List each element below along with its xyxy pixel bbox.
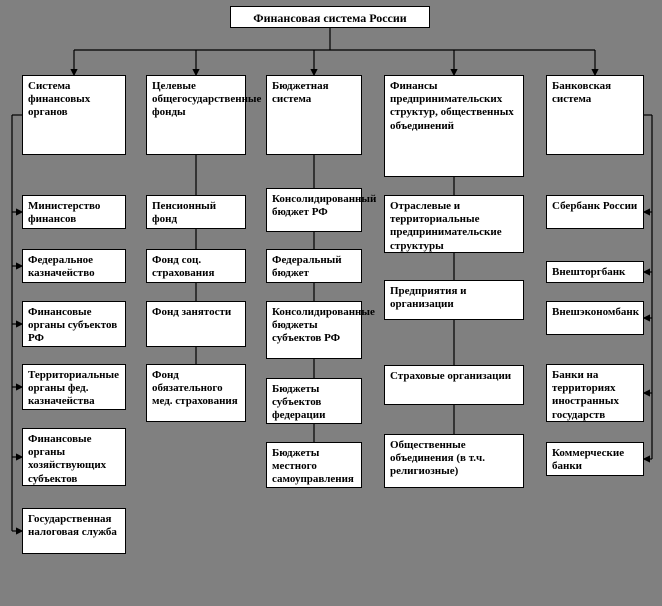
child-box: Банки на территориях иностранных государ… bbox=[546, 364, 644, 422]
child-box: Внешэкономбанк bbox=[546, 301, 644, 335]
child-box: Пенсионный фонд bbox=[146, 195, 246, 229]
child-box: Бюджеты местного самоуправления bbox=[266, 442, 362, 488]
header-box: Система финансовых органов bbox=[22, 75, 126, 155]
child-box: Территориальные органы фед. казначейства bbox=[22, 364, 126, 410]
child-box: Консолидированный бюджет РФ bbox=[266, 188, 362, 232]
header-box: Финансы предпринимательских структур, об… bbox=[384, 75, 524, 177]
root-box: Финансовая система России bbox=[230, 6, 430, 28]
child-box: Фонд соц. страхования bbox=[146, 249, 246, 283]
header-box: Банковская система bbox=[546, 75, 644, 155]
child-box: Финансовые органы хозяйствующих субъекто… bbox=[22, 428, 126, 486]
child-box: Государственная налоговая служба bbox=[22, 508, 126, 554]
child-box: Бюджеты субъектов федерации bbox=[266, 378, 362, 424]
child-box: Федеральное казначейство bbox=[22, 249, 126, 283]
child-box: Фонд занятости bbox=[146, 301, 246, 347]
child-box: Фонд обязательного мед. страхования bbox=[146, 364, 246, 422]
child-box: Министерство финансов bbox=[22, 195, 126, 229]
child-box: Страховые организации bbox=[384, 365, 524, 405]
child-box: Предприятия и организации bbox=[384, 280, 524, 320]
child-box: Сбербанк России bbox=[546, 195, 644, 229]
header-box: Целевые общегосударственные фонды bbox=[146, 75, 246, 155]
child-box: Общественные объединения (в т.ч. религио… bbox=[384, 434, 524, 488]
child-box: Финансовые органы субъектов РФ bbox=[22, 301, 126, 347]
child-box: Внешторгбанк bbox=[546, 261, 644, 283]
child-box: Консолидированные бюджеты субъектов РФ bbox=[266, 301, 362, 359]
child-box: Отраслевые и территориальные предпринима… bbox=[384, 195, 524, 253]
child-box: Федеральный бюджет bbox=[266, 249, 362, 283]
header-box: Бюджетная система bbox=[266, 75, 362, 155]
child-box: Коммерческие банки bbox=[546, 442, 644, 476]
